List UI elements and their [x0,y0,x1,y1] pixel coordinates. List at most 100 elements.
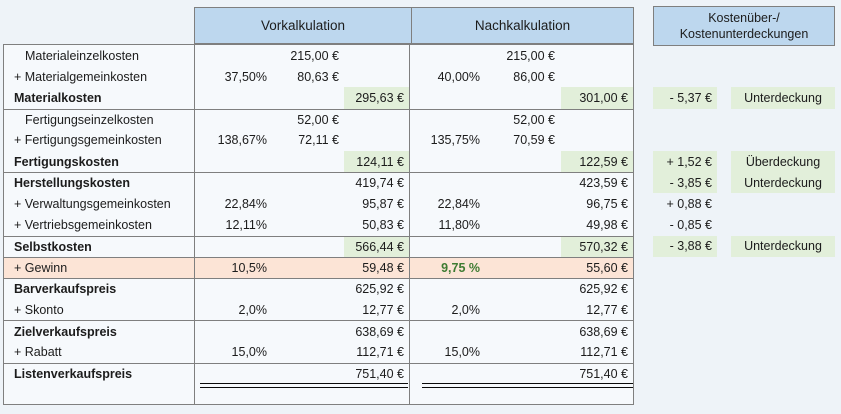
deviation-label[interactable]: Unterdeckung [731,87,835,109]
row-label[interactable]: Fertigungskosten [4,150,195,173]
vor-percent-cell[interactable]: 37,50% [224,69,267,84]
row-label[interactable]: + Vertriebsgemeinkosten [4,214,195,236]
row-label[interactable]: + Rabatt [4,341,195,363]
vor-percent-cell[interactable]: 12,11% [225,218,267,233]
nach-result-cell[interactable]: 570,32 € [561,236,633,257]
deviation-label[interactable]: Unterdeckung [731,172,835,194]
deviation-label[interactable]: Überdeckung [731,150,835,173]
table-row: Materialkosten 295,63 € 301,00 € [4,87,633,109]
kostendeckung-header[interactable]: Kostenüber-/ Kostenunterdeckungen [653,6,835,46]
row-label[interactable]: + Skonto [4,299,195,321]
nach-result-cell[interactable]: 423,59 € [579,176,628,191]
vorkalkulation-header[interactable]: Vorkalkulation [194,7,412,44]
row-label[interactable]: + Fertigungsgemeinkosten [4,129,195,151]
vor-result-cell[interactable]: 112,71 € [344,341,410,363]
nach-percent-cell[interactable]: 11,80% [438,218,480,233]
deviation-value[interactable]: - 0,85 € [669,218,712,233]
nach-result-cell[interactable]: 112,71 € [580,345,628,360]
vor-value-cell [276,237,344,257]
nach-result-cell[interactable]: 638,69 € [579,324,628,339]
nach-result-cell[interactable]: 122,59 € [561,150,633,173]
vor-result-cell[interactable]: 59,48 € [344,257,410,279]
nach-percent-cell [410,151,489,172]
vor-value-cell[interactable]: 215,00 € [290,48,339,63]
nach-percent-cell [410,321,489,341]
vor-result-cell[interactable]: 50,83 € [344,214,410,236]
nach-percent-cell[interactable]: 9,75 % [441,260,480,275]
nach-value-cell [489,237,561,257]
vor-percent-cell [195,110,276,130]
row-label[interactable]: Herstellungskosten [4,173,195,194]
row-label[interactable]: + Materialgemeinkosten [4,66,195,88]
row-label[interactable]: Zielverkaufspreis [4,321,195,342]
row-label[interactable]: Selbstkosten [4,236,195,257]
nach-result-cell[interactable]: 625,92 € [579,282,628,297]
nach-result-cell[interactable]: 301,00 € [561,87,633,109]
nach-result-cell[interactable]: 12,77 € [586,302,628,317]
nach-result-cell[interactable]: 55,60 € [586,260,628,275]
deviation-label[interactable]: Unterdeckung [731,235,835,257]
vor-value-cell [276,364,344,384]
vor-percent-cell[interactable]: 10,5% [231,260,267,275]
row-label[interactable]: + Verwaltungsgemeinkosten [4,193,195,215]
deviation-value[interactable]: - 5,37 € [653,87,717,109]
nach-value-cell[interactable]: 215,00 € [506,48,555,63]
nach-percent-cell [410,87,489,108]
nach-percent-cell[interactable]: 15,0% [444,345,480,360]
vor-result-cell[interactable]: 566,44 € [344,236,410,257]
nach-result-cell[interactable]: 751,40 € [579,366,628,381]
table-row: + Materialgemeinkosten 37,50% 80,63 € 40… [4,66,633,88]
vor-result-cell[interactable]: 419,74 € [344,173,410,194]
deviation-value[interactable]: - 3,88 € [653,235,717,257]
vor-result-cell[interactable]: 12,77 € [344,299,410,321]
vor-result-cell[interactable]: 95,87 € [344,193,410,215]
row-label[interactable]: Fertigungseinzelkosten [4,109,195,130]
vor-percent-cell[interactable]: 2,0% [238,302,268,317]
nach-value-cell[interactable]: 70,59 € [513,133,555,148]
row-label[interactable]: Barverkaufspreis [4,279,195,300]
nach-result-cell[interactable]: 49,98 € [586,218,628,233]
table-row-gewinn: + Gewinn 10,5% 59,48 € 9,75 % 55,60 € [4,256,633,279]
row-label[interactable]: Materialkosten [4,87,195,109]
vor-result-cell[interactable]: 638,69 € [344,321,410,342]
table-row: + Fertigungsgemeinkosten 138,67% 72,11 €… [4,129,633,151]
nach-percent-cell [410,364,489,384]
nach-value-cell[interactable]: 86,00 € [513,69,555,84]
vor-percent-cell[interactable]: 138,67% [217,133,267,148]
nach-percent-cell[interactable]: 40,00% [437,69,480,84]
nach-value-cell [489,258,561,278]
vor-value-cell[interactable]: 52,00 € [297,112,339,127]
vor-value-cell [276,215,344,236]
nach-value-cell [489,279,561,299]
vor-percent-cell [195,364,276,384]
row-label[interactable]: Listenverkaufspreis [4,363,195,384]
deviation-value[interactable]: - 3,85 € [653,172,717,194]
nach-percent-cell[interactable]: 135,75% [430,133,480,148]
vor-percent-cell [195,321,276,341]
deviation-row: - 0,85 € [653,215,835,236]
vor-result-cell[interactable]: 295,63 € [344,87,410,109]
table-row: Barverkaufspreis 625,92 € 625,92 € [4,278,633,300]
vor-percent-cell [195,279,276,299]
vor-result-cell[interactable]: 751,40 € [344,363,410,384]
nach-percent-cell[interactable]: 22,84% [437,196,480,211]
vor-result-cell[interactable]: 124,11 € [344,150,410,173]
nach-value-cell[interactable]: 52,00 € [513,112,555,127]
row-label[interactable]: + Gewinn [4,257,195,279]
nach-percent-cell [410,237,489,257]
table-row: Fertigungskosten 124,11 € 122,59 € [4,150,633,173]
deviation-value[interactable]: + 1,52 € [653,150,717,173]
nach-value-cell [489,215,561,236]
vor-percent-cell[interactable]: 15,0% [231,345,267,360]
table-row: + Skonto 2,0% 12,77 € 2,0% 12,77 € [4,299,633,321]
vor-value-cell[interactable]: 72,11 € [298,133,339,148]
nach-percent-cell[interactable]: 2,0% [451,302,481,317]
deviation-value[interactable]: + 0,88 € [666,196,712,211]
vor-value-cell[interactable]: 80,63 € [297,69,339,84]
row-label[interactable]: Materialeinzelkosten [4,45,195,67]
vor-result-cell[interactable]: 625,92 € [344,279,410,300]
nachkalkulation-header[interactable]: Nachkalkulation [411,7,634,44]
nach-result-cell[interactable]: 96,75 € [586,196,628,211]
vor-value-cell [276,87,344,108]
vor-percent-cell[interactable]: 22,84% [224,196,267,211]
